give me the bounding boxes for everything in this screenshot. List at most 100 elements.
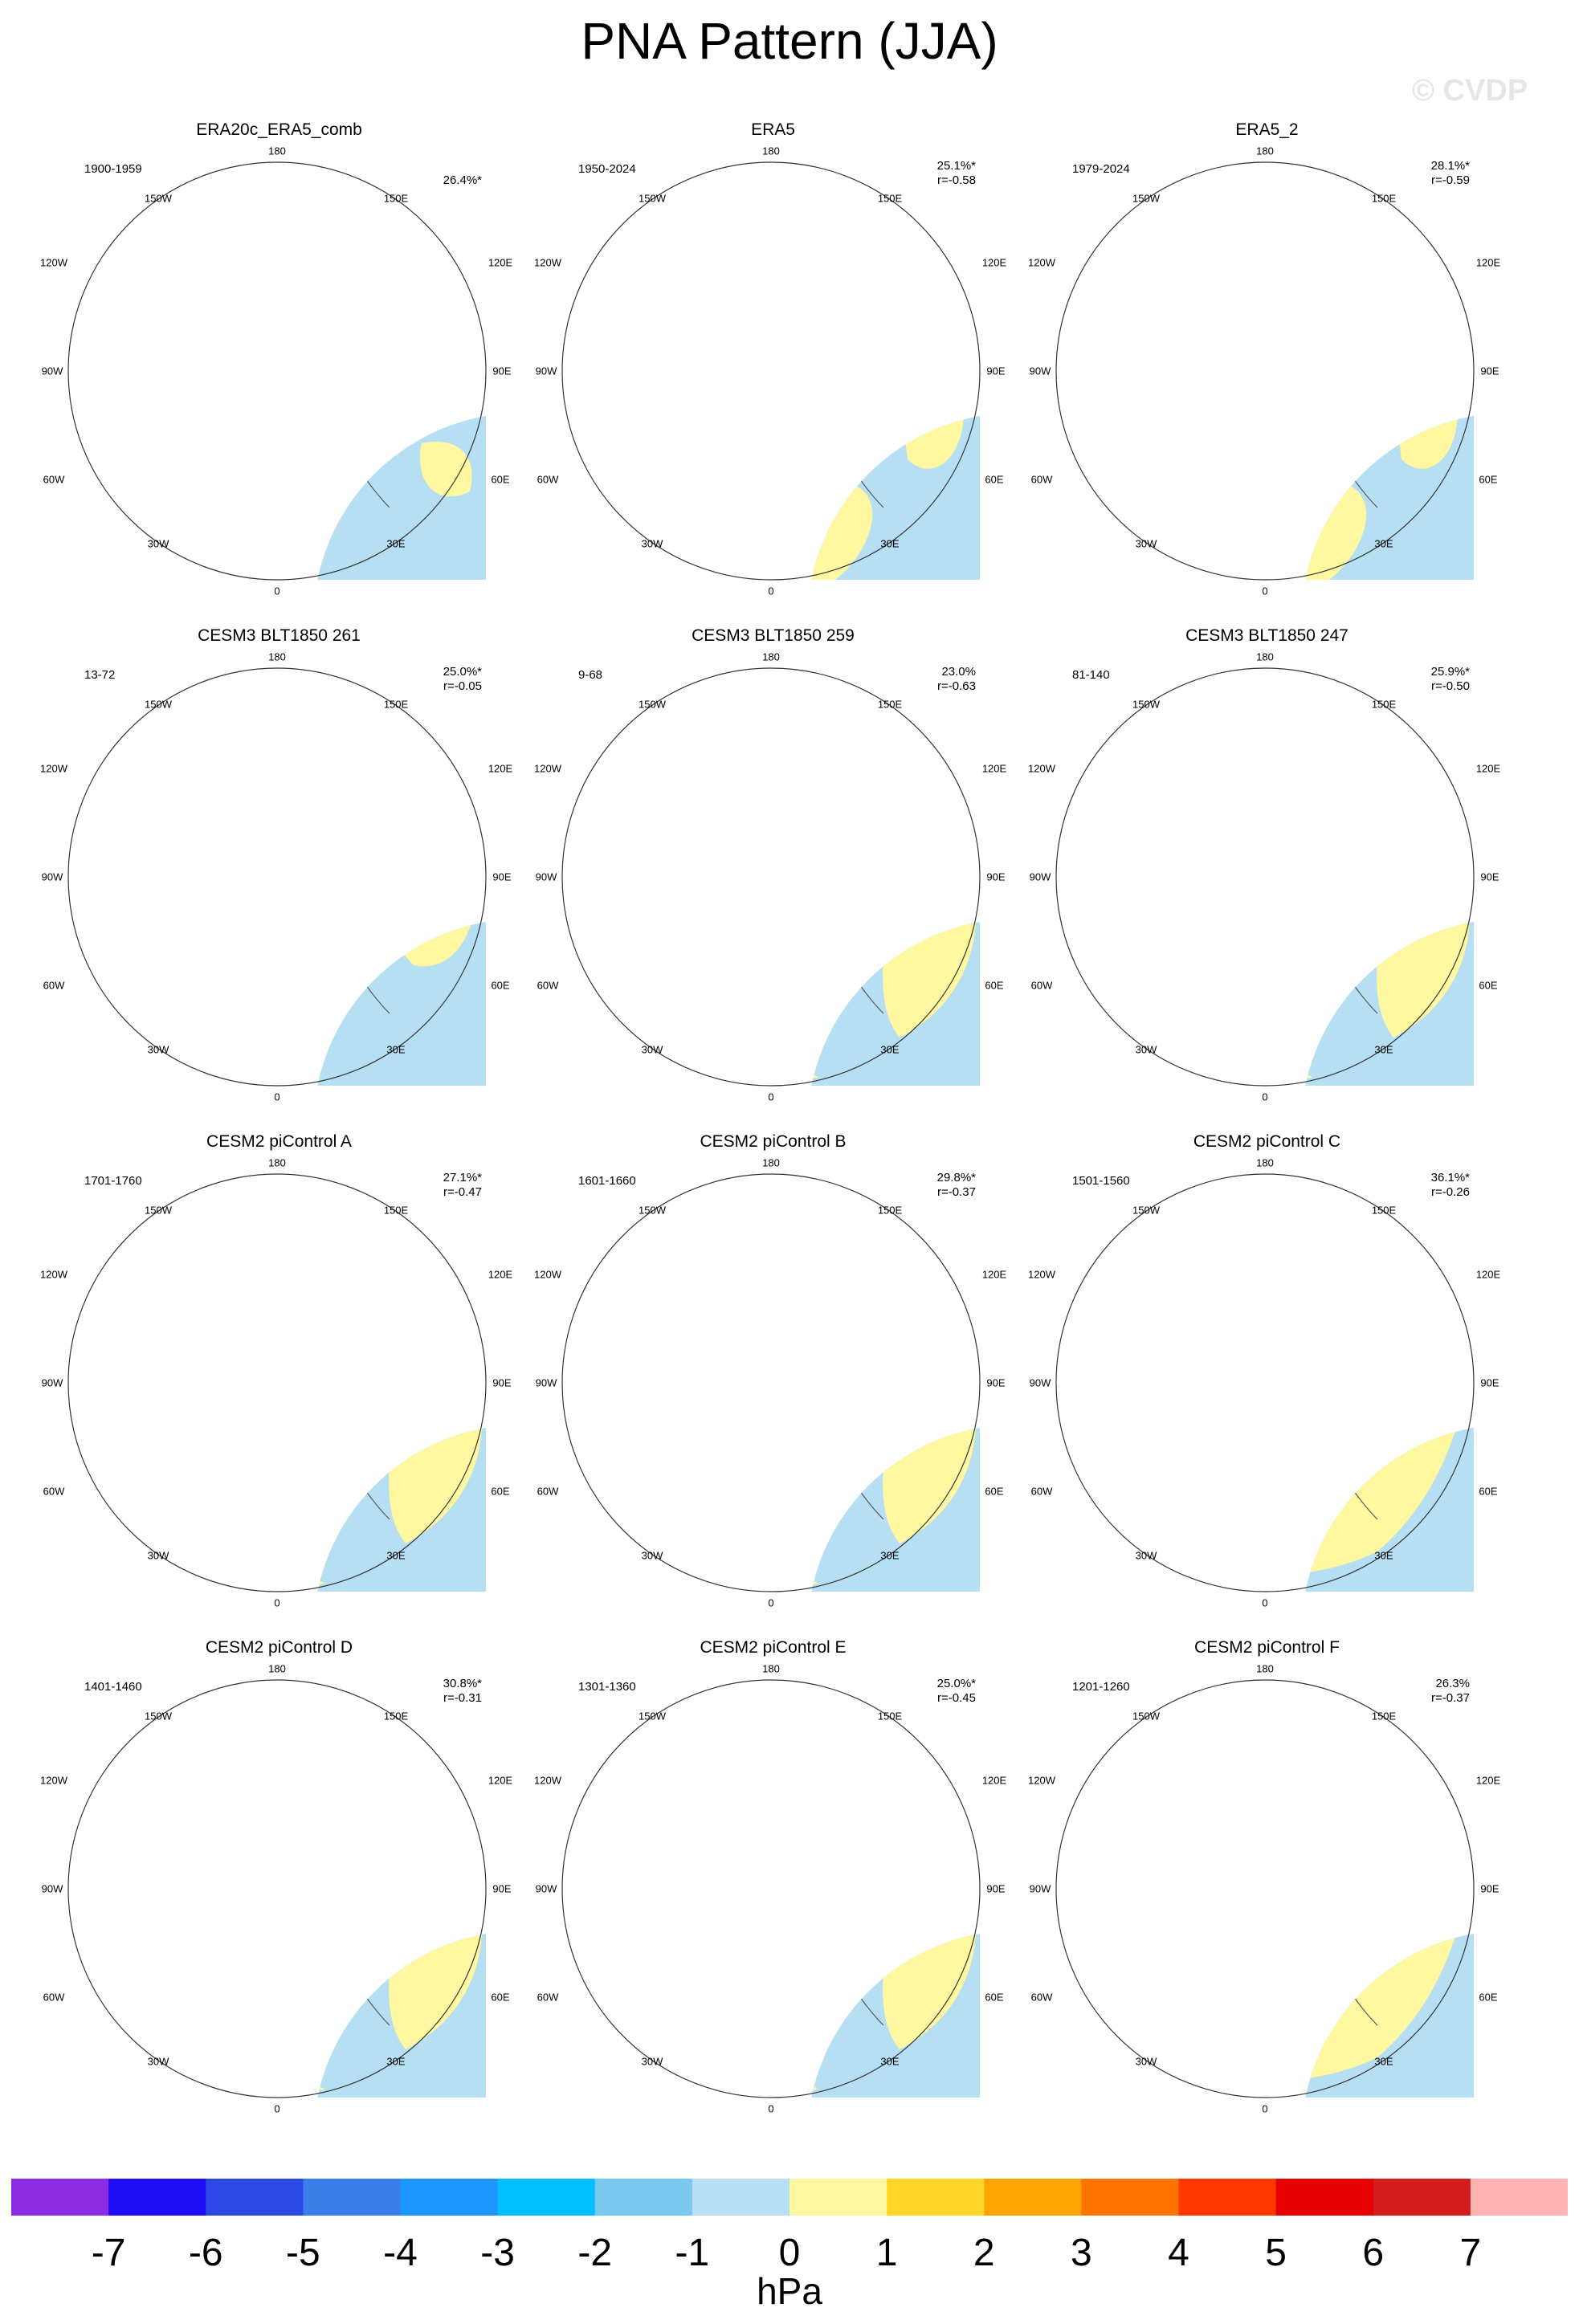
longitude-label: 30W	[147, 2055, 169, 2068]
longitude-label: 150E	[877, 698, 903, 711]
longitude-label: 30E	[880, 1549, 900, 1562]
longitude-label: 60E	[1479, 1485, 1498, 1498]
panel-variance-pct: 29.8%*	[936, 1171, 976, 1184]
longitude-label: 60E	[985, 1485, 1004, 1498]
longitude-label: 150E	[1371, 698, 1397, 711]
panel-pattern-correlation: r=-0.31	[443, 1691, 482, 1705]
longitude-label: 30W	[1135, 1549, 1157, 1562]
positive-anomaly	[245, 851, 285, 887]
positive-anomaly	[1205, 821, 1293, 917]
longitude-label: 120E	[1475, 1268, 1501, 1281]
longitude-label: 90W	[1029, 870, 1051, 883]
longitude-label: 60W	[537, 979, 559, 992]
longitude-label: 90W	[535, 1882, 557, 1895]
polar-map	[1055, 667, 1475, 1087]
positive-anomaly-core	[735, 337, 791, 389]
negative-anomaly-core	[1237, 1256, 1293, 1285]
longitude-label: 120W	[1028, 1774, 1055, 1787]
longitude-label: 120W	[1028, 762, 1055, 775]
panel-variance-pct: 27.1%*	[443, 1171, 482, 1184]
yellow-region	[807, 1931, 819, 1945]
longitude-label: 90E	[1480, 1376, 1499, 1389]
colorbar-tick-label: -1	[675, 2232, 710, 2274]
positive-anomaly-core	[1233, 838, 1273, 883]
longitude-label: 30E	[1374, 2055, 1393, 2068]
longitude-label: 180	[762, 1662, 780, 1675]
colorbar-tick-label: 4	[1168, 2232, 1189, 2274]
map-border	[1055, 667, 1475, 1087]
negative-anomaly	[189, 1740, 333, 1796]
longitude-label: 30E	[1374, 1043, 1393, 1056]
longitude-label: 150W	[639, 192, 666, 205]
longitude-label: 60E	[491, 979, 510, 992]
longitude-label: 60E	[985, 473, 1004, 486]
negative-anomaly	[683, 728, 827, 785]
longitude-label: 60W	[537, 1485, 559, 1498]
panel-pattern-correlation: r=-0.50	[1431, 679, 1470, 693]
negative-anomaly	[1177, 728, 1321, 785]
positive-anomaly-core	[245, 1850, 285, 1895]
longitude-label: 90W	[41, 365, 63, 377]
map-panel: CESM2 piControl C 1501-1560 36.1%* r=-0.26 1…	[1020, 1132, 1514, 1630]
longitude-label: 60E	[985, 979, 1004, 992]
panel-pattern-correlation: r=-0.37	[1431, 1691, 1470, 1705]
map-panel: ERA5_2 1979-2024 28.1%* r=-0.59 180 0 90W 90E 15…	[1020, 120, 1514, 618]
longitude-label: 90E	[986, 1376, 1006, 1389]
polar-map	[561, 1679, 981, 2098]
polar-map	[67, 667, 487, 1087]
longitude-label: 60W	[43, 1991, 65, 2004]
yellow-region	[1301, 919, 1313, 933]
longitude-label: 60E	[491, 473, 510, 486]
yellow-region	[1301, 1931, 1305, 1941]
longitude-label: 30E	[386, 1043, 406, 1056]
colorbar-tick-label: -7	[91, 2232, 126, 2274]
longitude-label: 180	[268, 1662, 286, 1675]
longitude-label: 180	[762, 1156, 780, 1169]
longitude-label: 30E	[1374, 1549, 1393, 1562]
positive-anomaly	[711, 1327, 799, 1423]
panel-years: 13-72	[84, 668, 116, 682]
map-panel: CESM3 BLT1850 261 13-72 25.0%* r=-0.05 180 0 9…	[32, 626, 526, 1124]
positive-anomaly	[711, 1833, 799, 1929]
longitude-label: 0	[1262, 1596, 1268, 1609]
longitude-label: 120E	[981, 256, 1007, 269]
map-panel: ERA20c_ERA5_comb 1900-1959 26.4%* 180 0 90W 90…	[32, 120, 526, 618]
longitude-label: 60W	[43, 979, 65, 992]
negative-anomaly	[683, 1234, 827, 1290]
negative-anomaly-core	[1237, 1762, 1293, 1791]
yellow-region	[807, 1931, 932, 2011]
longitude-label: 150E	[1371, 1204, 1397, 1217]
yellow-region	[313, 1931, 325, 1945]
map-panel: CESM3 BLT1850 259 9-68 23.0% r=-0.63 180 0 90W…	[526, 626, 1020, 1124]
longitude-label: 150E	[877, 1710, 903, 1723]
yellow-region	[313, 1931, 438, 2011]
figure-title: PNA Pattern (JJA)	[581, 12, 998, 70]
longitude-label: 90W	[41, 1376, 63, 1389]
longitude-label: 90W	[535, 1376, 557, 1389]
longitude-label: 30E	[880, 537, 900, 550]
longitude-label: 180	[268, 650, 286, 663]
panel-title: CESM2 piControl A	[206, 1132, 352, 1151]
longitude-label: 120E	[1475, 762, 1501, 775]
longitude-label: 120W	[1028, 1268, 1055, 1281]
longitude-label: 60W	[537, 473, 559, 486]
panel-years: 1900-1959	[84, 162, 142, 176]
longitude-label: 0	[1262, 2102, 1268, 2115]
yellow-region	[68, 318, 165, 409]
yellow-region	[309, 177, 359, 198]
positive-anomaly-peak	[758, 357, 771, 369]
panel-pattern-correlation: r=-0.58	[937, 173, 976, 187]
yellow-region	[807, 1543, 819, 1592]
positive-anomaly	[1209, 1331, 1289, 1411]
panel-title: CESM3 BLT1850 261	[198, 626, 361, 645]
negative-anomaly	[735, 205, 791, 240]
colorbar-swatch	[1178, 2179, 1277, 2216]
positive-anomaly-core	[1235, 1343, 1271, 1382]
map-panel: CESM2 piControl A 1701-1760 27.1%* r=-0.47 1…	[32, 1132, 526, 1630]
longitude-label: 30E	[880, 2055, 900, 2068]
longitude-label: 60E	[1479, 473, 1498, 486]
panel-title: CESM2 piControl C	[1193, 1132, 1341, 1151]
colorbar-tick-label: 2	[973, 2232, 995, 2274]
positive-anomaly	[711, 821, 799, 917]
longitude-label: 150E	[1371, 192, 1397, 205]
